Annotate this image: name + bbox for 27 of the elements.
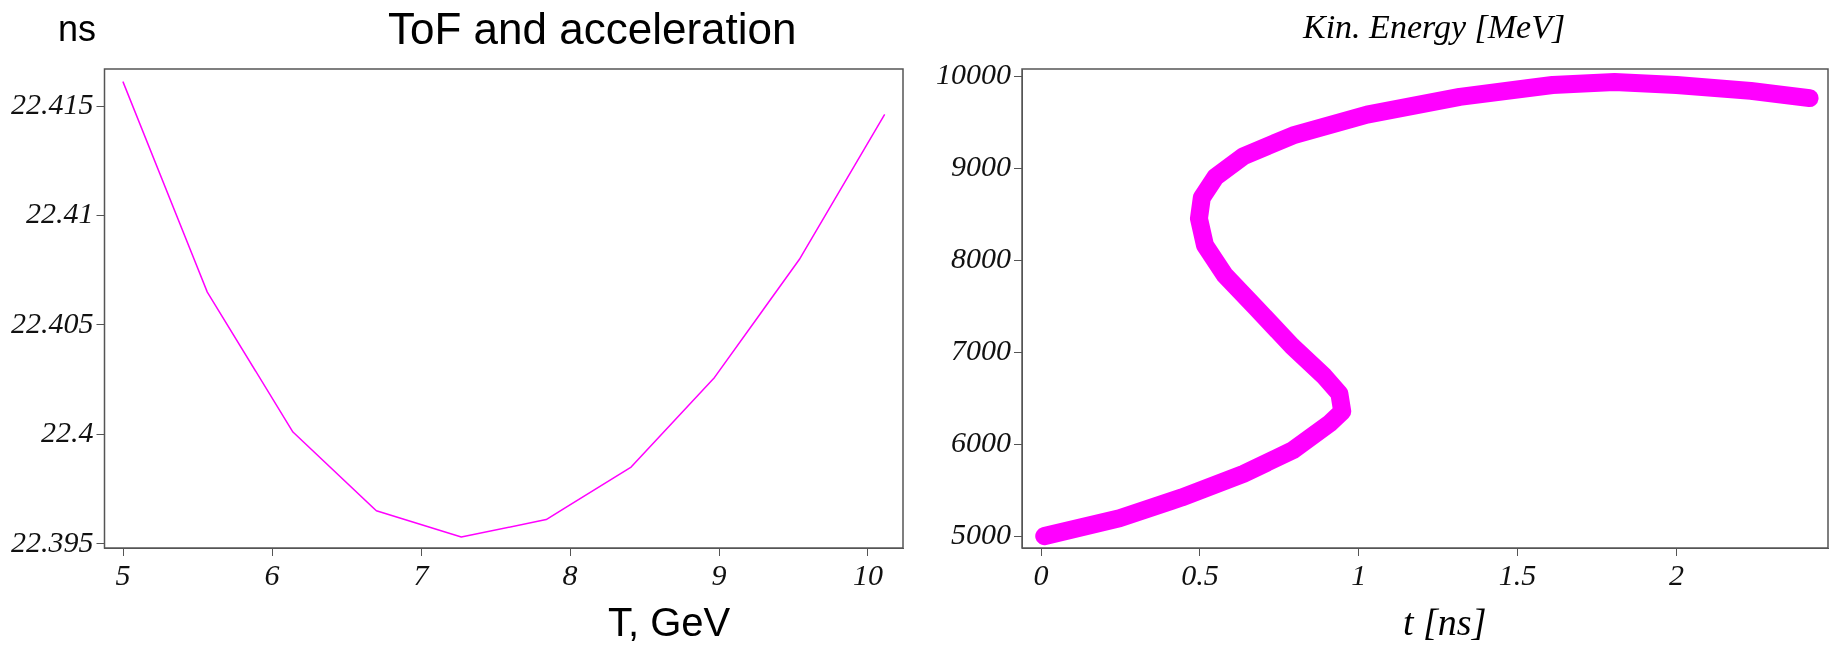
y-tick-label: 6000 — [951, 425, 1011, 459]
x-tick-label: 8 — [562, 557, 578, 591]
y-tick-label: 22.405 — [11, 305, 94, 339]
y-tick-label: 8000 — [951, 240, 1011, 274]
y-tick-label: 7000 — [951, 333, 1011, 366]
y-tick-label: 22.415 — [11, 87, 94, 121]
x-tick-label: 0 — [1033, 557, 1049, 591]
y-tick-label: 9000 — [951, 148, 1011, 182]
x-tick-label: 5 — [115, 557, 131, 591]
x-axis-title: t [ns] — [1403, 600, 1487, 644]
chart-title: ToF and acceleration — [388, 4, 797, 54]
x-tick-label: 1 — [1351, 557, 1367, 591]
y-tick-label: 5000 — [951, 517, 1011, 551]
x-tick-label: 2 — [1668, 557, 1684, 591]
x-tick-label: 6 — [264, 557, 280, 591]
y-tick-label: 10000 — [936, 56, 1011, 90]
y-axis-title: ns — [58, 8, 97, 50]
y-tick-label: 22.4 — [41, 415, 94, 449]
x-tick-label: 10 — [852, 557, 883, 591]
x-axis-title: T, GeV — [608, 600, 731, 645]
x-tick-label: 0.5 — [1181, 557, 1219, 591]
y-tick-label: 22.41 — [26, 196, 94, 230]
x-tick-label: 1.5 — [1498, 557, 1537, 591]
y-axis-title: Kin. Energy [MeV] — [1303, 8, 1566, 46]
x-tick-label: 9 — [711, 557, 727, 591]
y-tick-label: 22.395 — [11, 524, 94, 558]
x-tick-label: 7 — [413, 557, 431, 591]
